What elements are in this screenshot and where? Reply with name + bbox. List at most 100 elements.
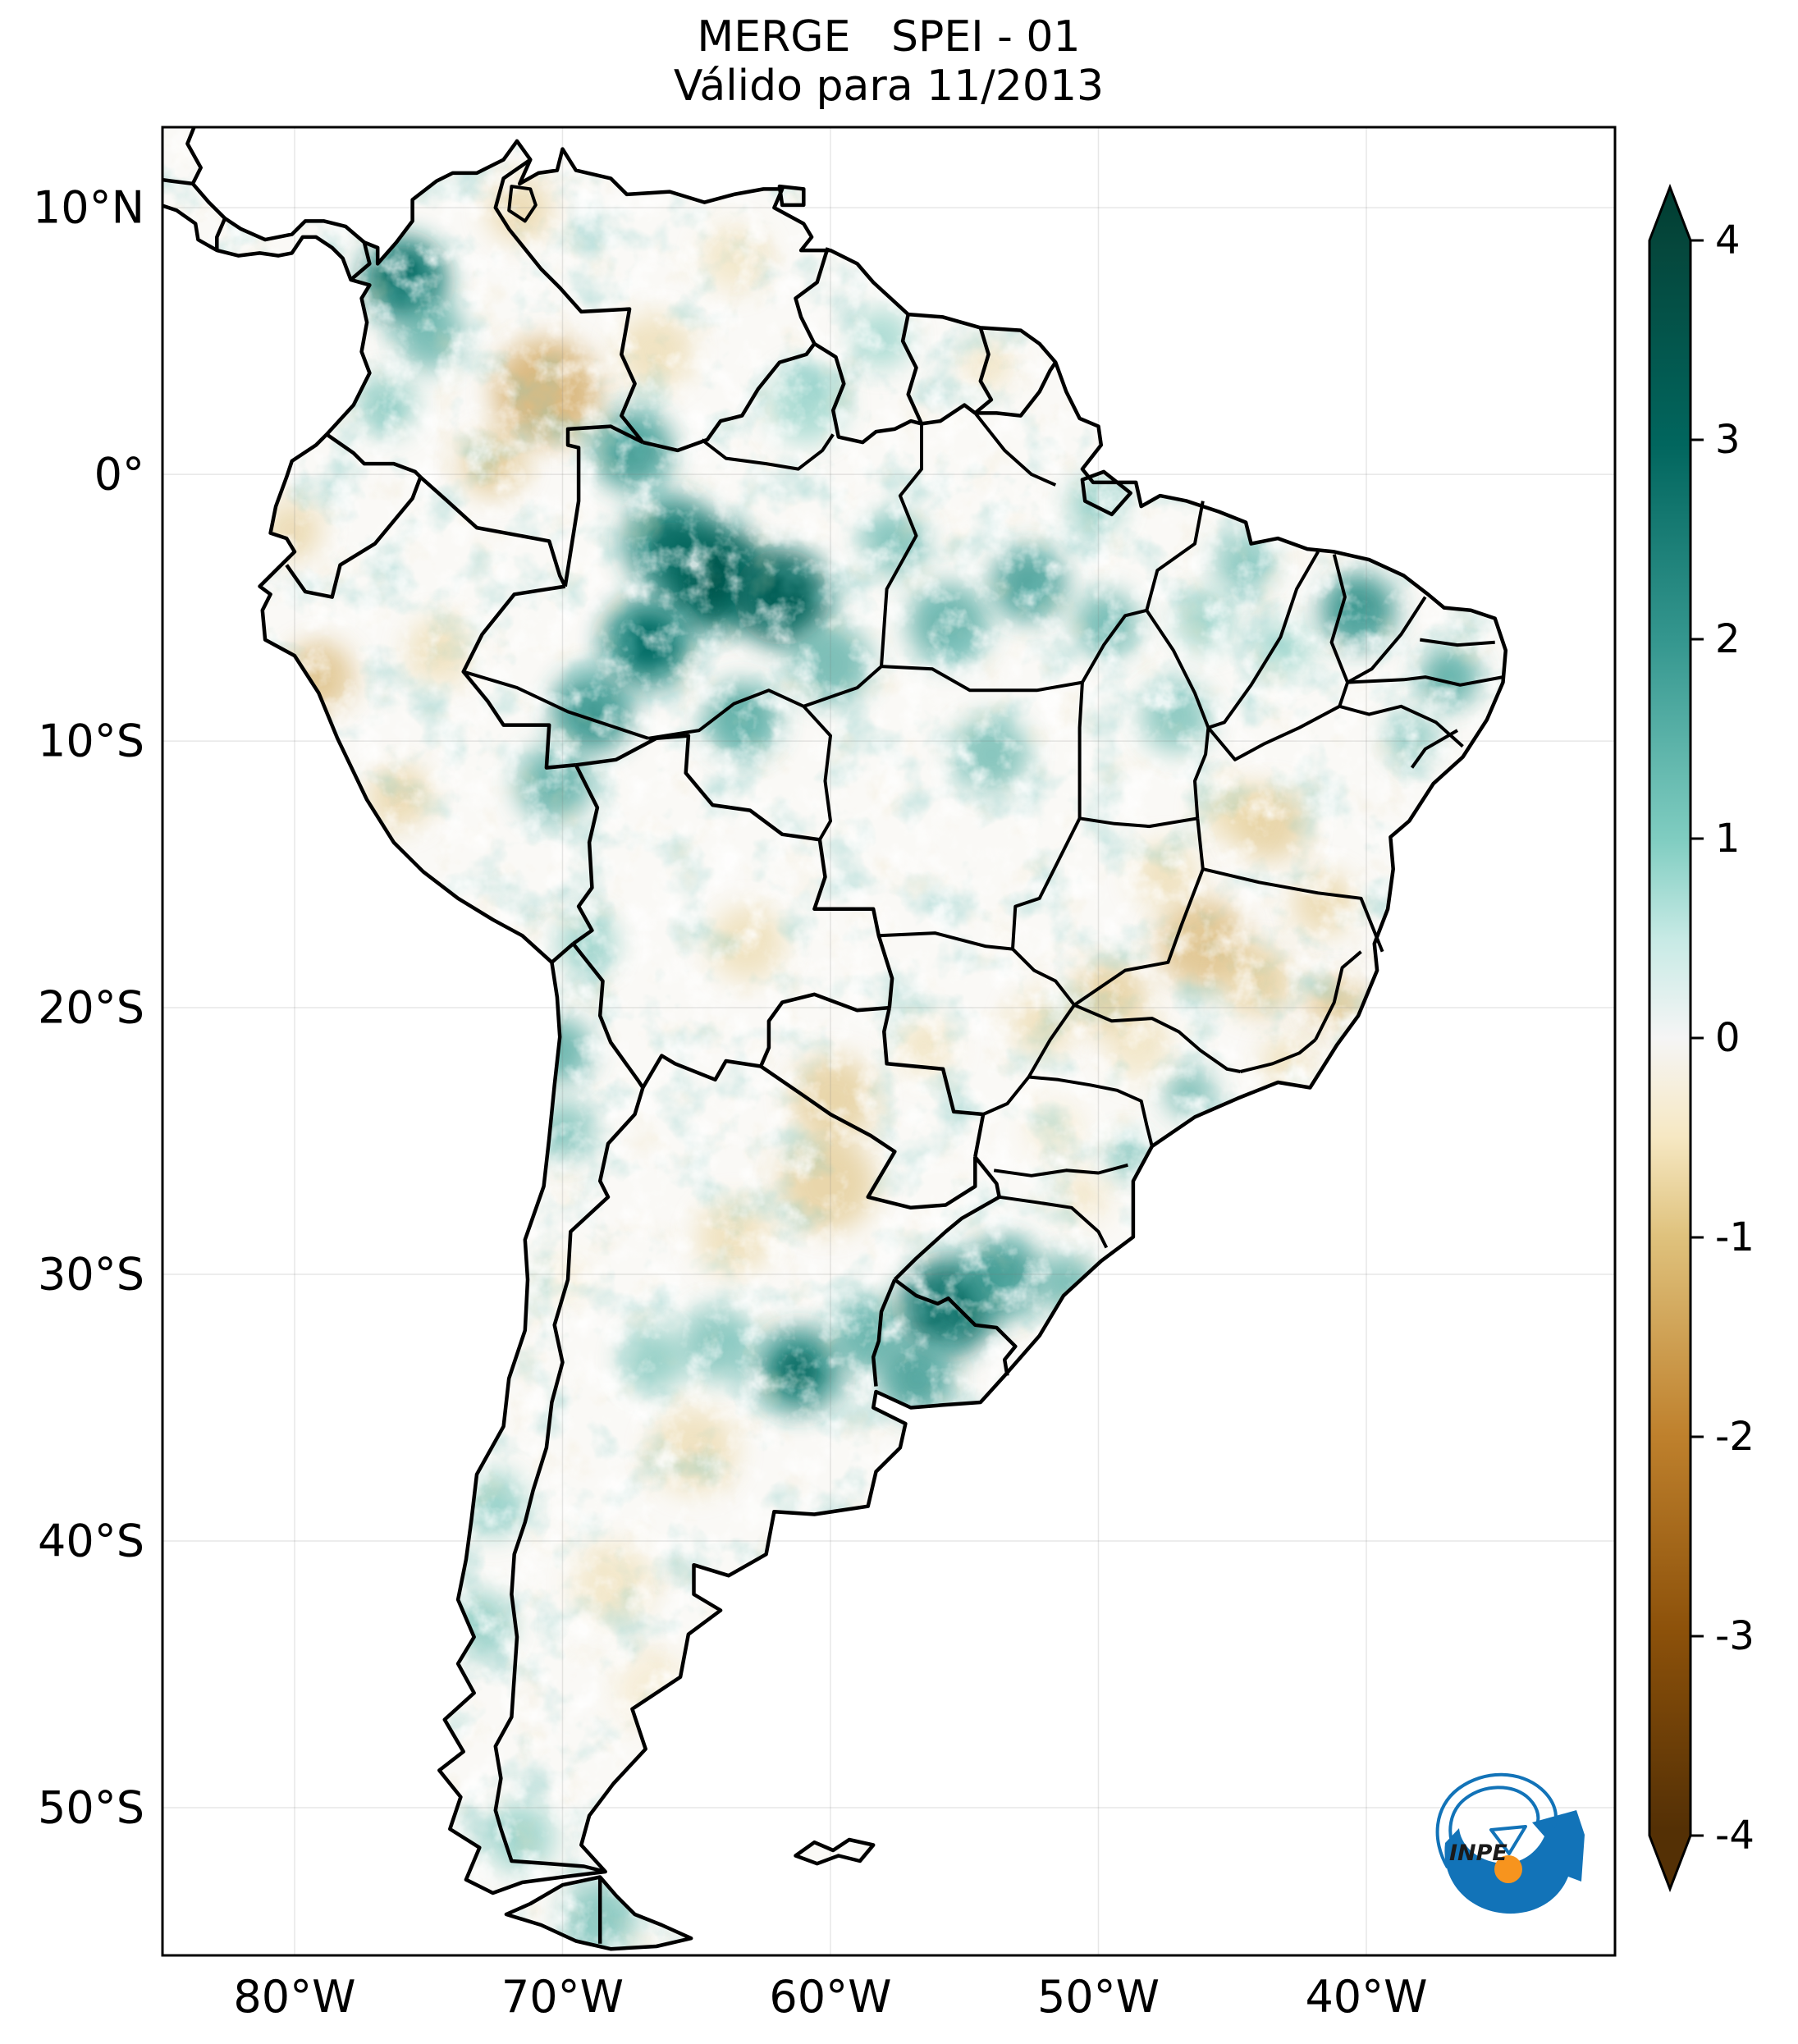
y-axis-tick-label: 40°S xyxy=(38,1515,144,1566)
state-border xyxy=(647,688,805,740)
state-border xyxy=(973,412,1057,487)
field-texture-veins xyxy=(162,127,1506,1950)
coastline xyxy=(162,127,1508,1895)
country-border xyxy=(493,1086,645,1874)
axes-frame xyxy=(161,126,1617,1957)
country-border xyxy=(162,177,194,186)
state-border xyxy=(1207,551,1320,729)
state-border xyxy=(1081,608,1147,684)
inpe-logo-orange-circle xyxy=(1494,1855,1522,1883)
state-border xyxy=(1073,868,1205,1007)
state-border xyxy=(1206,705,1341,761)
country-border xyxy=(461,584,577,770)
country-border xyxy=(759,1064,977,1210)
state-border xyxy=(993,1163,1128,1177)
state-border xyxy=(1338,681,1464,748)
state-border xyxy=(1347,596,1427,684)
country-border xyxy=(893,1155,1001,1282)
coastline xyxy=(777,184,806,208)
x-axis-tick-label: 60°W xyxy=(769,1971,891,2023)
state-border xyxy=(1011,817,1082,949)
coastline xyxy=(504,1875,693,1951)
y-axis-tick-label: 30°S xyxy=(38,1249,144,1301)
state-border xyxy=(880,423,923,667)
inpe-logo: INPE xyxy=(1435,1772,1585,1914)
state-border xyxy=(1193,727,1210,819)
borders-layer xyxy=(162,127,1508,1951)
country-border xyxy=(794,247,830,345)
country-border xyxy=(285,476,423,599)
country-border xyxy=(563,424,644,587)
country-border xyxy=(871,1278,897,1387)
colorbar-tick-label: -1 xyxy=(1715,1214,1755,1260)
colorbar-tick-label: -3 xyxy=(1715,1613,1755,1659)
country-border xyxy=(572,764,600,945)
chart-title: MERGE SPEI - 01 xyxy=(697,12,1081,62)
state-border xyxy=(802,705,832,841)
x-axis-tick-label: 70°W xyxy=(501,1971,624,2023)
colorbar: 4 3 2 1 0 -1 -2 -3 -4 xyxy=(1648,183,1755,1893)
country-border xyxy=(419,475,567,588)
state-border xyxy=(1079,816,1198,829)
state-border xyxy=(1410,729,1459,769)
country-border xyxy=(975,361,1058,418)
country-border xyxy=(215,217,227,251)
y-axis-tick-label: 10°S xyxy=(38,716,144,767)
country-border xyxy=(575,734,894,1008)
country-border xyxy=(571,942,645,1089)
colorbar-tick-label: 1 xyxy=(1715,816,1741,862)
state-border xyxy=(1347,675,1503,687)
state-border xyxy=(1077,682,1084,819)
country-border xyxy=(325,432,422,478)
y-axis-tick-label: 20°S xyxy=(38,982,144,1034)
colorbar-tick-label: 2 xyxy=(1715,616,1741,662)
state-border xyxy=(803,665,883,708)
country-border xyxy=(921,403,977,426)
country-border xyxy=(550,942,574,964)
country-border xyxy=(493,158,645,444)
country-border xyxy=(642,342,817,453)
colorbar-tick-label: -2 xyxy=(1715,1414,1755,1460)
country-border xyxy=(900,313,924,425)
coastline xyxy=(794,1837,876,1866)
state-border xyxy=(1011,948,1076,1007)
y-axis-tick-label: 10°N xyxy=(33,182,144,234)
state-border xyxy=(1073,1003,1241,1073)
state-border xyxy=(1196,818,1205,870)
colorbar-tick-label: 4 xyxy=(1715,217,1741,263)
state-border xyxy=(701,433,835,471)
x-axis-tick-label: 40°W xyxy=(1305,1971,1427,2023)
inpe-logo-label: INPE xyxy=(1449,1841,1507,1866)
inpe-logo-thick-arrow xyxy=(1444,1810,1585,1914)
country-border xyxy=(893,1278,1018,1376)
country-border xyxy=(813,341,922,445)
state-border xyxy=(1314,950,1362,1040)
country-border xyxy=(641,1054,762,1089)
state-border xyxy=(1145,501,1205,611)
colorbar-tick-label: 3 xyxy=(1715,417,1741,463)
map-plot-area xyxy=(162,127,1615,1955)
state-border xyxy=(1420,638,1495,647)
x-axis-tick-label: 50°W xyxy=(1037,1971,1160,2023)
spei-field xyxy=(162,127,1506,1950)
y-axis-tick-label: 50°S xyxy=(38,1781,144,1833)
colorbar-bar xyxy=(1648,183,1692,1893)
y-axis-tick-label: 0° xyxy=(94,449,144,501)
inpe-logo-down-arrowhead-icon xyxy=(1489,1825,1527,1855)
x-axis-tick-label: 80°W xyxy=(233,1971,355,2023)
colorbar-tick-label: 0 xyxy=(1715,1015,1741,1061)
state-border xyxy=(878,931,1013,951)
chart-subtitle: Válido para 11/2013 xyxy=(673,62,1105,111)
country-border xyxy=(759,992,890,1068)
country-border xyxy=(350,241,372,281)
coastline xyxy=(1080,469,1132,517)
country-border xyxy=(973,327,994,415)
inpe-logo-inner-swoosh xyxy=(1448,1786,1540,1854)
state-border xyxy=(1202,867,1384,953)
state-border xyxy=(1329,554,1349,684)
state-border xyxy=(1028,1075,1154,1147)
state-border xyxy=(1240,1038,1317,1073)
axis-labels: 10°N 0° 10°S 20°S 30°S 40°S 50°S 80°W 70°W 60°W 50… xyxy=(33,182,1428,2023)
